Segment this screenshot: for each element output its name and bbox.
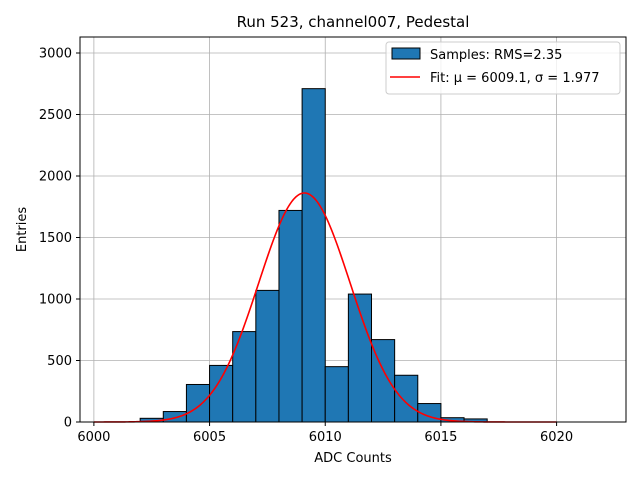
y-tick-label: 2000: [39, 169, 72, 184]
histogram-bar: [324, 366, 349, 423]
y-axis-label: Entries: [15, 207, 30, 253]
histogram-bar: [278, 209, 303, 423]
y-tick-label: 1000: [39, 292, 72, 307]
histogram-bar: [185, 383, 211, 423]
x-tick-label: 6020: [540, 430, 573, 445]
y-tick-label: 500: [47, 354, 72, 369]
histogram-bars: [139, 88, 488, 423]
legend-box: [385, 41, 621, 95]
histogram-bar: [301, 88, 326, 423]
legend-swatch-samples: [391, 47, 421, 60]
legend-label-fit: Fit: μ = 6009.1, σ = 1.977: [430, 71, 600, 86]
x-tick-label: 6010: [309, 430, 342, 445]
plot-frame: [79, 36, 627, 423]
legend: Samples: RMS=2.35 Fit: μ = 6009.1, σ = 1…: [385, 41, 621, 95]
x-axis-label: ADC Counts: [314, 451, 392, 466]
histogram-bar: [209, 364, 234, 423]
y-tick-label: 2500: [39, 108, 72, 123]
histogram-bar: [255, 289, 280, 423]
chart-title: Run 523, channel007, Pedestal: [237, 13, 470, 31]
x-tick-label: 6015: [424, 430, 457, 445]
y-tick-label: 1500: [39, 231, 72, 246]
y-tick-label: 0: [64, 416, 72, 431]
y-tick-label: 3000: [39, 46, 72, 61]
x-tick-label: 6005: [193, 430, 226, 445]
axis-ticks: 6000 6005 6010 6015 6020 0 500 1000 1500 2000 2500…: [39, 46, 573, 445]
histogram-bar: [394, 374, 419, 423]
x-tick-label: 6000: [77, 430, 110, 445]
histogram-bar: [162, 411, 187, 423]
legend-label-samples: Samples: RMS=2.35: [430, 48, 562, 63]
